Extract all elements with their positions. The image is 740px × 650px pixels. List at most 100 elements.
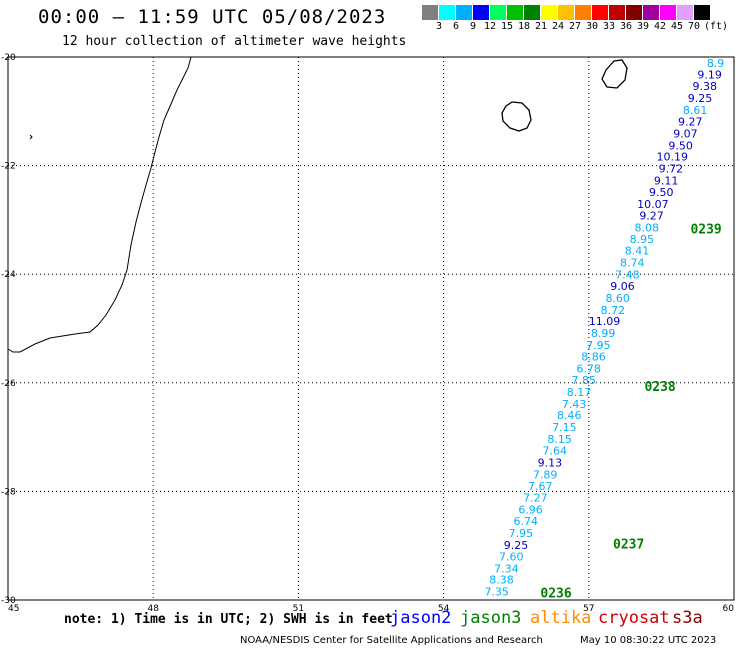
pass-time-label: 0238 [644, 380, 675, 395]
scale-label: 3 [435, 21, 443, 32]
swh-reading: 6.96 [518, 504, 543, 517]
scale-color-box [558, 5, 575, 20]
swh-reading: 10.19 [657, 151, 689, 164]
y-tick-label: -24 [1, 270, 16, 280]
scale-label: 12 [483, 21, 497, 32]
swh-readings: 8.99.199.389.258.619.279.079.5010.199.72… [484, 57, 724, 599]
swh-reading: 6.78 [576, 362, 601, 375]
scale-color-box [592, 5, 609, 20]
scale-label: 36 [619, 21, 633, 32]
scale-color-box [575, 5, 592, 20]
swh-reading: 9.25 [504, 539, 529, 552]
swh-reading: 8.86 [581, 351, 606, 364]
swh-reading: 8.38 [489, 574, 514, 587]
satellite-name-jason3: jason3 [460, 608, 522, 628]
mauritius-island [601, 59, 628, 89]
y-tick-label: -20 [1, 53, 16, 63]
swh-reading: 7.15 [552, 421, 577, 434]
swh-reading: 8.74 [620, 257, 645, 270]
map-subtitle: 12 hour collection of altimeter wave hei… [62, 34, 407, 49]
swh-reading: 8.72 [601, 304, 626, 317]
y-tick-label: -26 [1, 379, 16, 389]
scale-color-box [507, 5, 524, 20]
swh-reading: 7.27 [523, 492, 548, 505]
swh-reading: 8.61 [683, 104, 708, 117]
scale-label: 9 [469, 21, 477, 32]
x-tick-label: 45 [8, 604, 19, 614]
pass-times: 0239 0238 0237 0236 [540, 222, 721, 601]
swh-reading: 8.08 [634, 221, 659, 234]
swh-reading: 8.41 [625, 245, 650, 258]
scale-unit: (ft) [704, 21, 729, 32]
swh-reading: 9.50 [649, 186, 674, 199]
swh-reading: 7.34 [494, 562, 519, 575]
madagascar-coastline [7, 56, 192, 353]
pass-time-label: 0237 [613, 537, 644, 552]
swh-reading: 9.06 [610, 280, 635, 293]
satellite-name-s3a: s3a [672, 608, 703, 628]
swh-reading: 9.50 [668, 139, 693, 152]
swh-reading: 7.43 [562, 398, 587, 411]
swh-reading: 7.95 [586, 339, 611, 352]
y-tick-label: -28 [1, 487, 16, 497]
satellite-name-altika: altika [530, 608, 592, 628]
footer-timestamp: May 10 08:30:22 UTC 2023 [580, 635, 717, 646]
swh-reading: 9.07 [673, 127, 698, 140]
swh-reading: 9.25 [688, 92, 713, 105]
swh-reading: 8.95 [630, 233, 655, 246]
swh-reading: 9.27 [639, 209, 664, 222]
scale-label: 70 [687, 21, 701, 32]
swh-reading: 7.35 [484, 586, 509, 599]
scale-color-box [609, 5, 626, 20]
swh-reading: 7.89 [533, 468, 558, 481]
satellite-name-cryosat: cryosat [598, 608, 670, 628]
swh-reading: 8.9 [707, 57, 725, 70]
swh-reading: 7.60 [499, 550, 524, 563]
swh-reading: 7.85 [572, 374, 597, 387]
swh-reading: 10.07 [637, 198, 669, 211]
x-tick-label: 54 [438, 604, 450, 614]
scale-label: 27 [568, 21, 582, 32]
swh-reading: 7.64 [543, 444, 568, 457]
scale-label: 39 [636, 21, 650, 32]
scale-label: 6 [452, 21, 460, 32]
scale-color-box [626, 5, 643, 20]
scale-label: 21 [534, 21, 548, 32]
swh-reading: 11.09 [589, 315, 621, 328]
swh-reading: 9.11 [654, 175, 679, 188]
scale-color-box [490, 5, 507, 20]
scale-color-box [643, 5, 660, 20]
swh-reading: 8.15 [547, 433, 572, 446]
scale-label: 18 [517, 21, 531, 32]
scale-color-box [439, 5, 456, 20]
swh-reading: 8.60 [605, 292, 630, 305]
swh-reading: 7.95 [509, 527, 534, 540]
swh-reading: 9.27 [678, 115, 703, 128]
reunion-island [501, 101, 532, 132]
x-tick-label: 48 [147, 604, 159, 614]
scale-label: 30 [585, 21, 599, 32]
scale-label: 33 [602, 21, 616, 32]
scale-color-box [660, 5, 677, 20]
scale-label: 24 [551, 21, 565, 32]
scale-label: 15 [500, 21, 514, 32]
scale-color-box [456, 5, 473, 20]
swh-reading: 7.48 [615, 269, 640, 282]
swh-reading: 8.46 [557, 409, 582, 422]
y-tick-label: -22 [1, 162, 16, 172]
swh-reading: 7.67 [528, 480, 553, 493]
scale-color-box [473, 5, 490, 20]
scale-label: 42 [653, 21, 667, 32]
scale-color-box [541, 5, 558, 20]
y-tick-label: -30 [1, 596, 16, 606]
scale-color-box [677, 5, 694, 20]
swh-reading: 6.74 [513, 515, 538, 528]
small-island-outline [29, 134, 33, 140]
swh-reading: 9.19 [697, 69, 722, 82]
units-note: note: 1) Time is in UTC; 2) SWH is in fe… [64, 612, 393, 627]
scale-label: 45 [670, 21, 684, 32]
axis-ticks: 45 48 51 54 57 60 -20 -22 -24 -26 -28 -30 [1, 53, 734, 614]
swh-reading: 9.72 [659, 163, 684, 176]
swh-reading: 8.17 [567, 386, 592, 399]
